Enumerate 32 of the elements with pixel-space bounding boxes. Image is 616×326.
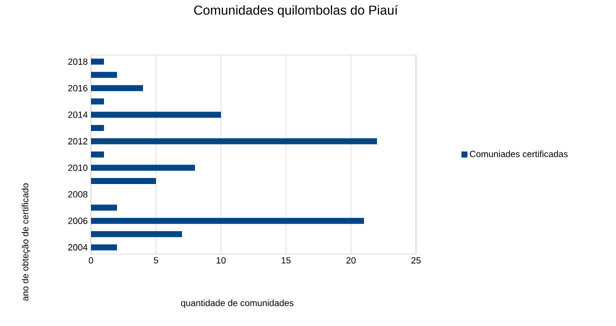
bar [91, 164, 195, 171]
bar [91, 178, 156, 184]
bar [91, 231, 182, 238]
y-tick-label: 2010 [68, 164, 88, 171]
bar [91, 152, 104, 158]
y-tick-label: 2018 [68, 58, 88, 65]
x-tick-label: 20 [346, 257, 356, 264]
x-axis-title: quantidade de comunidades [181, 300, 294, 308]
x-tick-label: 25 [411, 257, 421, 264]
y-tick-label: 2016 [68, 84, 88, 92]
bar [91, 112, 221, 118]
x-tick-label: 15 [282, 257, 291, 264]
bar [91, 204, 117, 211]
x-tick-label: 5 [154, 257, 158, 264]
y-tick-label: 2008 [68, 191, 88, 198]
y-tick-label: 2014 [68, 112, 88, 118]
y-tick-label: 2006 [68, 218, 88, 224]
x-tick-label: 10 [216, 257, 226, 264]
bar [91, 85, 143, 92]
x-tick-label: 0 [88, 257, 94, 264]
chart-title: Comunidades quilombolas do Piauí [194, 5, 398, 18]
bar [91, 244, 117, 250]
bar [91, 124, 104, 131]
y-tick-label: 2012 [68, 138, 88, 144]
bar [91, 72, 117, 78]
y-tick-label: 2004 [68, 244, 88, 251]
bar [91, 98, 104, 104]
bar [91, 218, 364, 224]
y-axis-title: ano de obteção de certificado [22, 183, 30, 301]
bar [91, 138, 378, 144]
legend-label: Comuniades certificadas [470, 150, 568, 158]
bar [91, 58, 104, 65]
